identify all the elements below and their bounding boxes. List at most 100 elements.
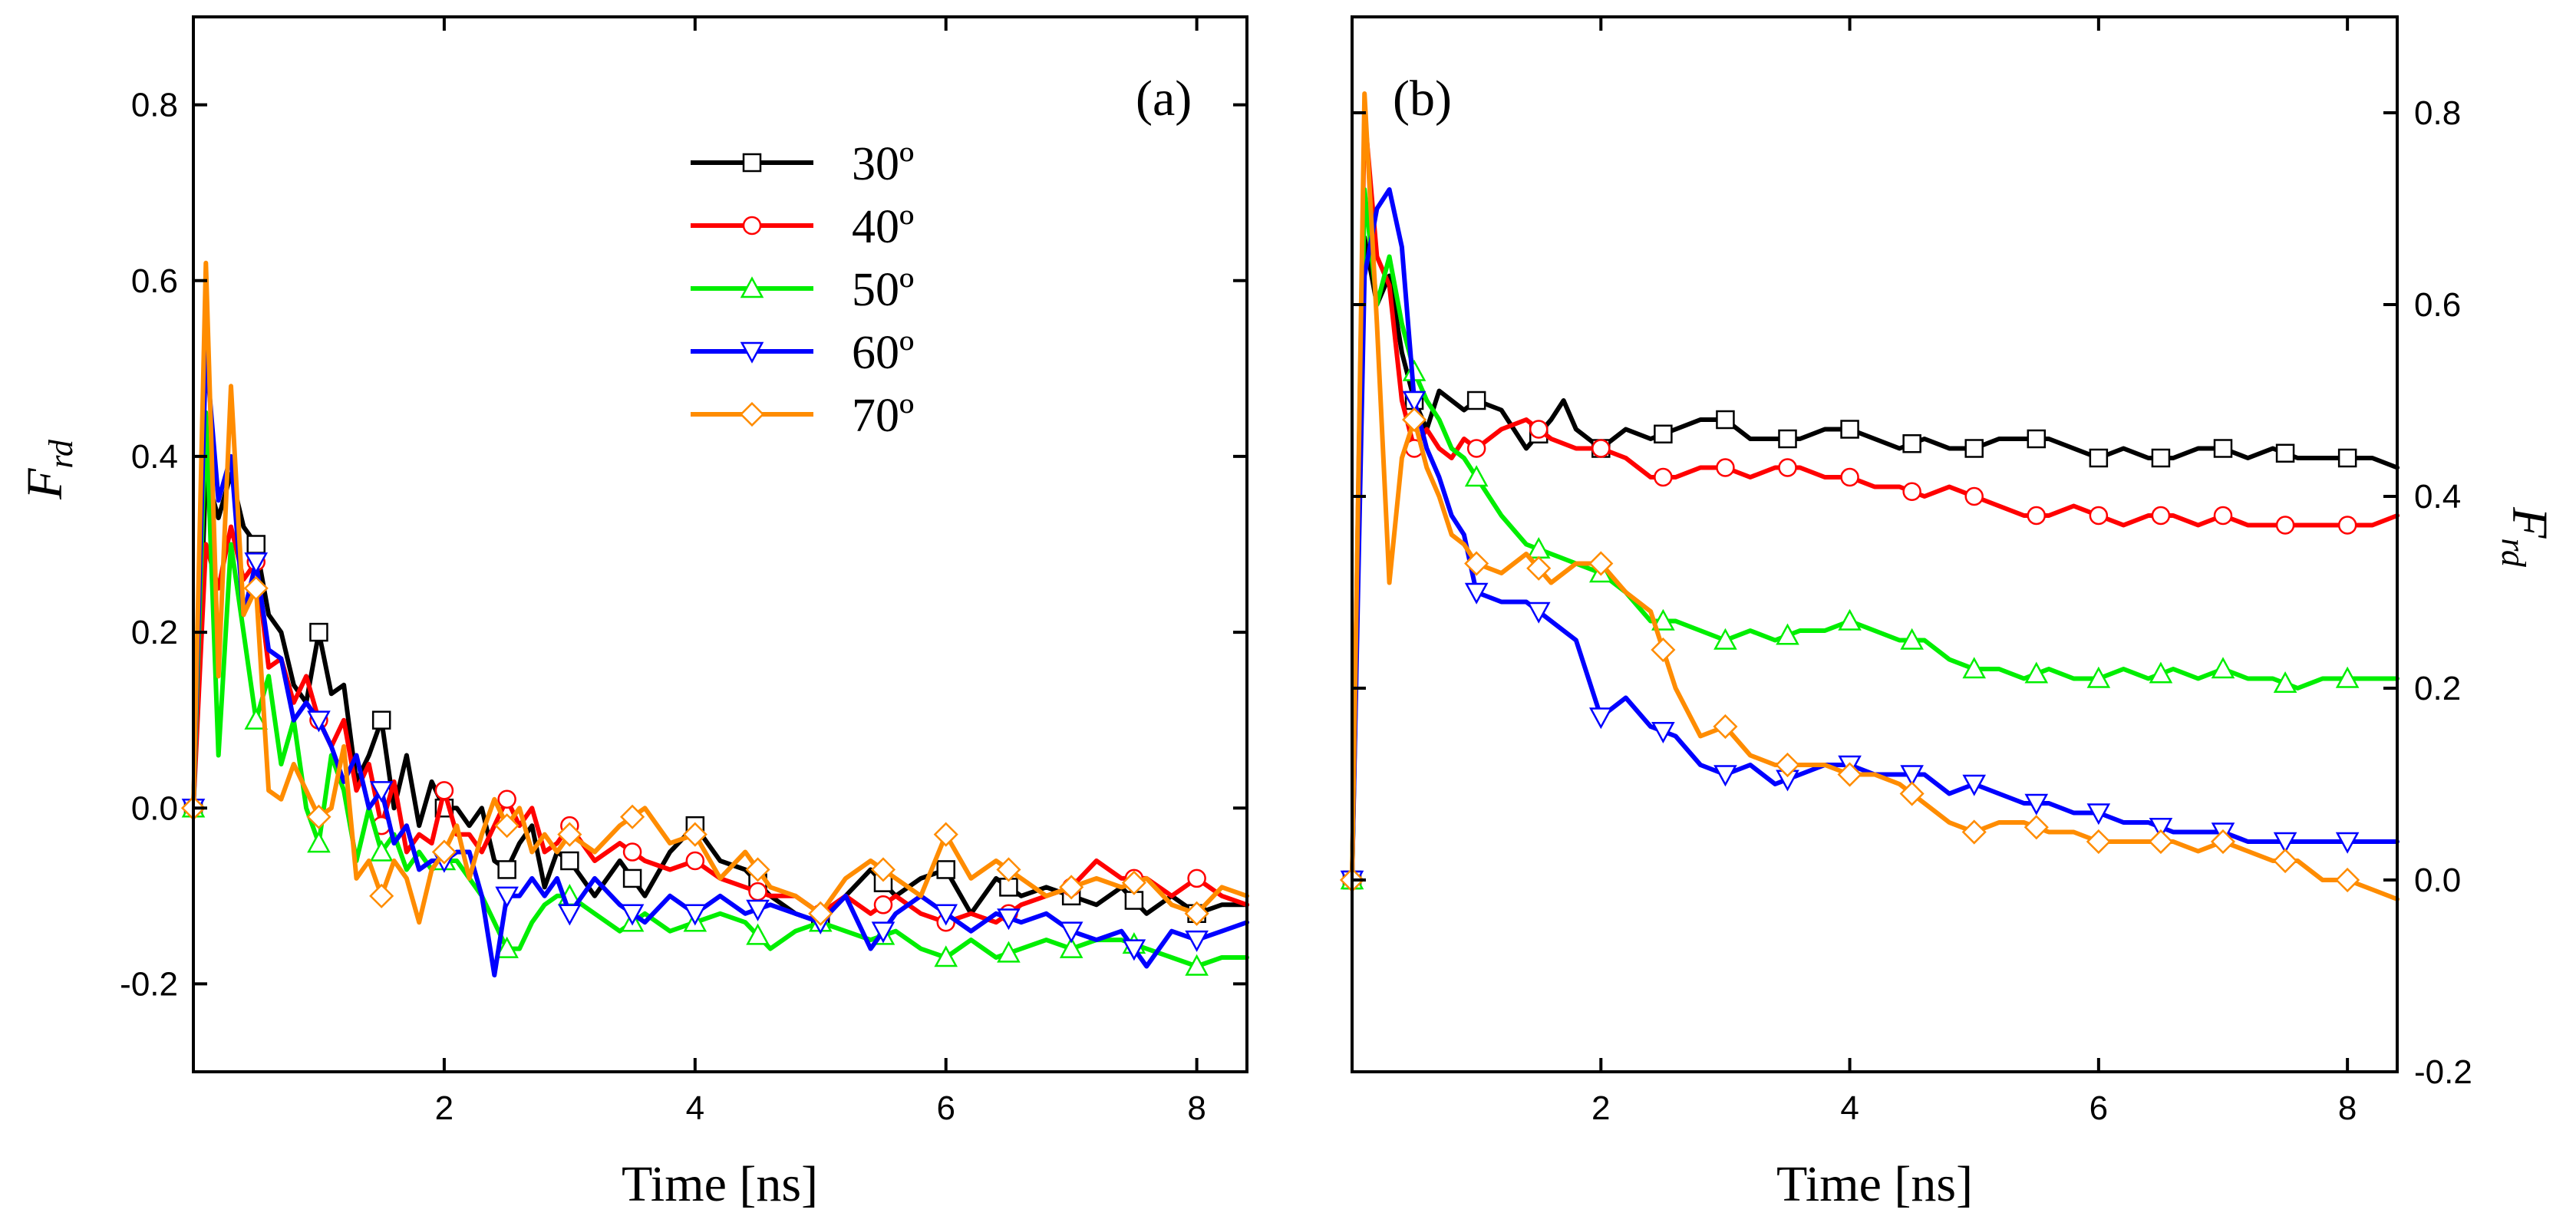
panel-a-series-1-marker <box>1187 868 1206 888</box>
legend-entry-4-label: 70º <box>852 390 914 442</box>
panel-a-series-2-marker <box>369 839 394 862</box>
panel-b-series-2-marker <box>2086 666 2111 688</box>
panel-b-series-4 <box>1339 91 2400 901</box>
panel-b-series-2-marker <box>2024 661 2049 684</box>
svg-text:Frd: Frd <box>17 439 80 500</box>
panel-b-tick-layer: 2 4 6 8 -0.2 0.0 0.2 0.4 0.6 0.8 <box>1352 17 2472 1127</box>
panel-a-series-3-marker <box>683 904 707 926</box>
panel-b-x-tick-label: 2 <box>1591 1089 1610 1127</box>
panel-b-series-2-marker <box>2273 671 2297 693</box>
panel-a-series-0-marker <box>309 622 328 642</box>
panel-a-series-3-marker <box>620 904 645 926</box>
legend-entry-0-label: 30º <box>852 138 914 190</box>
panel-b-series-1-marker <box>2213 506 2233 526</box>
panel-b-series-1-marker <box>2337 516 2357 535</box>
panel-a-series-1-marker <box>748 882 767 901</box>
panel-b-series-1-marker <box>1778 458 1797 477</box>
panel-b-series-0-marker <box>1716 410 1735 430</box>
panel-a-series-2-marker <box>1185 954 1209 976</box>
panel-b-series-2-marker <box>2149 661 2173 684</box>
panel-a-series-4-marker <box>620 804 645 829</box>
panel-a-y-axis-title: Frd <box>17 439 80 500</box>
panel-b-series-2-marker <box>1838 608 1862 631</box>
legend-entry-2-marker <box>740 276 764 298</box>
panel-b-series-0-marker <box>2275 443 2295 463</box>
panel-b-y-tick-label: 0.2 <box>2414 670 2461 707</box>
panel-b-series-layer <box>1339 91 2400 901</box>
panel-b-series-1-marker <box>1529 420 1549 439</box>
panel-a-y-tick-label: 0.8 <box>131 87 178 124</box>
panel-b-series-2-marker <box>1651 608 1675 631</box>
legend-entry-0-marker <box>742 153 762 173</box>
panel-a-x-axis-title: Time [ns] <box>622 1156 818 1212</box>
panel-b-series-3-marker <box>2273 832 2297 854</box>
panel-b-series-3 <box>1340 187 2400 892</box>
panel-b-series-4-marker <box>2024 815 2049 840</box>
panel-b-series-1-line <box>1350 110 2400 882</box>
panel-b-series-3-marker <box>2335 832 2360 854</box>
panel-b-y-axis-title-sub: rd <box>2495 538 2532 567</box>
panel-a-series-1-marker <box>622 842 642 862</box>
panel-b-series-4-line <box>1350 91 2400 901</box>
panel-a-series-3-marker <box>746 899 770 921</box>
panel-a-series-4-marker <box>996 857 1021 882</box>
panel-b-series-1-marker <box>1591 439 1611 458</box>
panel-a-series-2-marker <box>746 923 770 945</box>
panel-a: 2 4 6 8 -0.2 0.0 0.2 0.4 0.6 0.8 (a) Time [ns] Fr… <box>17 15 1249 1212</box>
legend-entry-4: 70º <box>691 390 914 442</box>
panel-b-series-0 <box>1342 235 2400 890</box>
panel-a-y-tick-label: 0.4 <box>131 438 178 476</box>
panel-a-series-4-marker <box>431 839 457 865</box>
panel-b-series-3-line <box>1350 187 2400 882</box>
panel-b-series-0-marker <box>1778 429 1797 449</box>
panel-a-series-0-line <box>191 471 1249 925</box>
panel-b-series-3-marker <box>1588 707 1613 730</box>
panel-a-series-4-marker <box>933 822 958 847</box>
panel-a-series-0 <box>183 471 1249 932</box>
panel-b-series-0-marker <box>2337 448 2357 468</box>
panel-b-series-2-marker <box>1900 628 1924 650</box>
panel-b-series-3-marker <box>1464 582 1489 605</box>
panel-b-series-3-marker <box>1713 765 1737 787</box>
panel-a-x-tick-label: 2 <box>435 1089 454 1127</box>
panel-b-series-3-marker <box>1962 774 1987 796</box>
panel-b-series-4-marker <box>1588 551 1614 576</box>
panel-b-y-axis-title: Frd <box>2495 506 2558 568</box>
panel-b-series-0-marker <box>1840 420 1859 439</box>
panel-a-x-tick-label: 4 <box>686 1089 704 1127</box>
panel-a-series-2-marker <box>1059 936 1084 958</box>
legend-entry-3: 60º <box>691 327 914 379</box>
panel-a-series-2-marker <box>997 941 1021 963</box>
panel-b-series-0-marker <box>1654 424 1673 443</box>
panel-a-series-2-marker <box>934 945 958 967</box>
panel-a-series-4-marker <box>494 813 519 839</box>
panel-a-series-3-marker <box>1059 921 1084 944</box>
panel-a-frame <box>192 15 1248 1073</box>
panel-b-series-2-marker <box>1776 623 1799 645</box>
panel-b-series-4-marker <box>2086 829 2111 855</box>
panel-a-series-3-marker <box>1122 939 1146 961</box>
panel-b-x-tick-label: 8 <box>2338 1089 2357 1127</box>
panel-b-series-1 <box>1342 110 2400 890</box>
panel-b-series-4-marker <box>1961 819 1987 845</box>
panel-b-series-2-marker <box>1962 657 1987 679</box>
panel-a-label: (a) <box>1136 71 1192 127</box>
panel-b-y-tick-label: 0.0 <box>2414 862 2461 899</box>
panel-b-series-1-marker <box>2027 506 2047 526</box>
panel-b-series-0-marker <box>1902 434 1921 453</box>
panel-a-series-3-marker <box>934 904 958 926</box>
panel-a-y-axis-title-sub: rd <box>42 439 80 468</box>
panel-a-series-3-marker <box>558 904 582 926</box>
panel-a-series-3-marker <box>495 886 519 908</box>
panel-b-series-0-marker <box>2027 429 2047 449</box>
panel-b: 2 4 6 8 -0.2 0.0 0.2 0.4 0.6 0.8 (b) Time [ns] Fr… <box>1339 15 2558 1212</box>
panel-a-series-0-marker <box>497 860 516 879</box>
panel-a-series-3-marker <box>307 710 331 733</box>
panel-a-series-0-marker <box>371 710 391 730</box>
panel-b-label: (b) <box>1393 71 1452 127</box>
panel-a-tick-layer: 2 4 6 8 -0.2 0.0 0.2 0.4 0.6 0.8 <box>120 17 1247 1127</box>
panel-b-series-1-marker <box>2151 506 2171 526</box>
panel-b-series-1-marker <box>2275 516 2295 535</box>
panel-a-series-2-marker <box>244 707 269 730</box>
panel-b-series-1-marker <box>2089 506 2109 526</box>
